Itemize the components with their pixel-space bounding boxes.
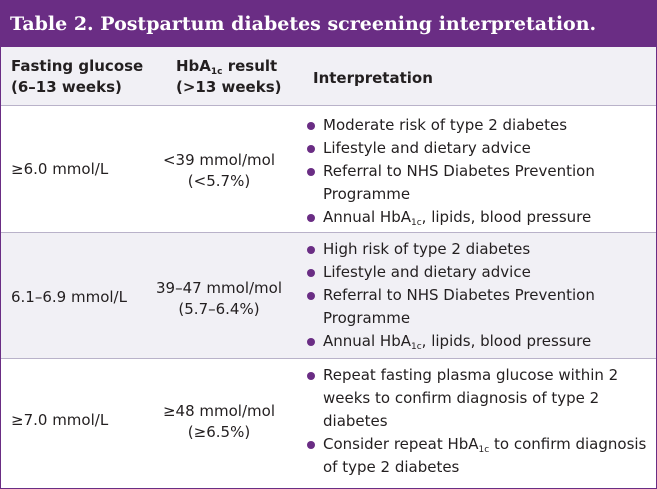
interpretation-list: Moderate risk of type 2 diabetes Lifesty… (305, 114, 650, 229)
list-item: Referral to NHS Diabetes Prevention Prog… (305, 160, 650, 206)
list-item: Lifestyle and dietary advice (305, 261, 650, 284)
list-item-text-suffix: , lipids, blood pressure (421, 208, 592, 226)
table-title: Table 2. Postpartum diabetes screening i… (1, 1, 656, 47)
hba1c-cell: 39–47 mmol/mol (5.7–6.4%) (137, 278, 301, 320)
header-fasting-line1: Fasting glucose (11, 57, 144, 75)
bullet-icon (307, 214, 315, 222)
list-item-text: Lifestyle and dietary advice (323, 263, 531, 281)
list-item-text: Consider repeat HbA (323, 435, 479, 453)
list-item: Annual HbA1c, lipids, blood pressure (305, 206, 650, 229)
list-item: Lifestyle and dietary advice (305, 137, 650, 160)
table-row: 6.1–6.9 mmol/L 39–47 mmol/mol (5.7–6.4%)… (1, 233, 656, 359)
hba1c-mmol: ≥48 mmol/mol (162, 402, 275, 420)
fasting-glucose-cell: 6.1–6.9 mmol/L (11, 288, 127, 306)
fasting-glucose-cell: ≥7.0 mmol/L (11, 411, 109, 429)
list-item-text: Lifestyle and dietary advice (323, 139, 531, 157)
list-item-text-suffix: , lipids, blood pressure (421, 332, 592, 350)
table-header-row: Fasting glucose (6–13 weeks) HbA1c resul… (1, 47, 656, 106)
list-item-text-suffix: to confirm diagnosis of type 2 diabetes (323, 435, 647, 476)
header-hba1c-suffix: result (222, 57, 278, 75)
list-item-text: Referral to NHS Diabetes Prevention Prog… (323, 162, 595, 203)
bullet-icon (307, 269, 315, 277)
list-item: Repeat fasting plasma glucose within 2 w… (305, 364, 650, 433)
list-item: High risk of type 2 diabetes (305, 238, 650, 261)
list-item-text: Annual HbA (323, 332, 411, 350)
list-item: Referral to NHS Diabetes Prevention Prog… (305, 284, 650, 330)
header-hba1c-prefix: HbA (176, 57, 211, 75)
bullet-icon (307, 168, 315, 176)
list-item-text: Annual HbA (323, 208, 411, 226)
bullet-icon (307, 145, 315, 153)
hba1c-cell: ≥48 mmol/mol (≥6.5%) (137, 401, 301, 443)
bullet-icon (307, 292, 315, 300)
list-item-text: Repeat fasting plasma glucose within 2 w… (323, 366, 619, 430)
bullet-icon (307, 441, 315, 449)
bullet-icon (307, 122, 315, 130)
hba1c-mmol: 39–47 mmol/mol (155, 279, 283, 297)
list-item: Moderate risk of type 2 diabetes (305, 114, 650, 137)
hba1c-percent: (5.7–6.4%) (178, 300, 260, 318)
list-item-subscript: 1c (410, 342, 422, 352)
bullet-icon (307, 372, 315, 380)
table-row: ≥6.0 mmol/L <39 mmol/mol (<5.7%) Moderat… (1, 106, 656, 233)
fasting-glucose-cell: ≥6.0 mmol/L (11, 160, 109, 178)
list-item: Consider repeat HbA1c to confirm diagnos… (305, 433, 650, 479)
bullet-icon (307, 338, 315, 346)
list-item-text: High risk of type 2 diabetes (323, 240, 531, 258)
hba1c-percent: (≥6.5%) (187, 423, 251, 441)
hba1c-percent: (<5.7%) (187, 172, 251, 190)
list-item-subscript: 1c (478, 445, 490, 455)
list-item-text: Moderate risk of type 2 diabetes (323, 116, 568, 134)
list-item: Annual HbA1c, lipids, blood pressure (305, 330, 650, 353)
header-hba1c-result: HbA1c result (>13 weeks) (176, 56, 281, 98)
header-hba1c-line1: HbA1c result (176, 56, 281, 77)
header-interpretation: Interpretation (313, 69, 433, 87)
header-fasting-glucose: Fasting glucose (6–13 weeks) (11, 56, 143, 98)
interpretation-list: High risk of type 2 diabetes Lifestyle a… (305, 238, 650, 353)
list-item-subscript: 1c (410, 218, 422, 228)
header-fasting-line2: (6–13 weeks) (11, 78, 122, 96)
list-item-text: Referral to NHS Diabetes Prevention Prog… (323, 286, 595, 327)
hba1c-mmol: <39 mmol/mol (162, 151, 275, 169)
bullet-icon (307, 246, 315, 254)
hba1c-cell: <39 mmol/mol (<5.7%) (137, 150, 301, 192)
header-hba1c-subscript: 1c (210, 67, 223, 77)
interpretation-list: Repeat fasting plasma glucose within 2 w… (305, 364, 650, 479)
table-row: ≥7.0 mmol/L ≥48 mmol/mol (≥6.5%) Repeat … (1, 359, 656, 488)
header-hba1c-line2: (>13 weeks) (176, 78, 282, 96)
